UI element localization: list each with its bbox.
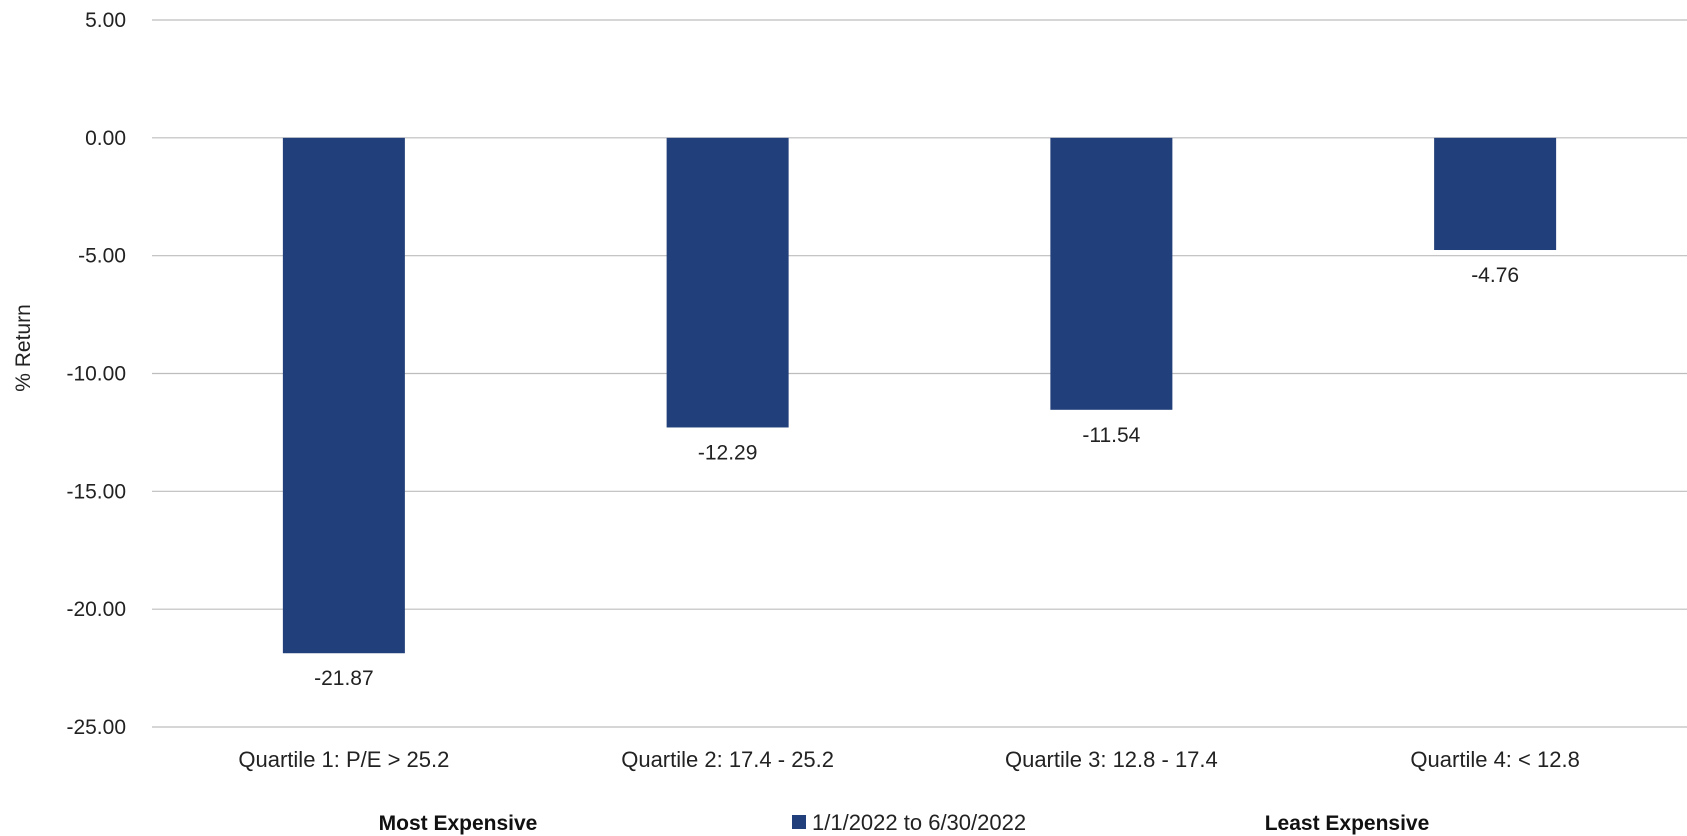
y-tick-label: -10.00 — [66, 363, 126, 386]
data-labels: -21.87 -12.29 -11.54 -4.76 — [314, 264, 1519, 690]
data-label: -4.76 — [1471, 264, 1519, 287]
least-expensive-label: Least Expensive — [1265, 812, 1430, 835]
x-category-label: Quartile 3: 12.8 - 17.4 — [1005, 747, 1218, 772]
gridlines — [152, 19, 1687, 728]
legend: 1/1/2022 to 6/30/2022 — [792, 810, 1026, 835]
legend-label: 1/1/2022 to 6/30/2022 — [812, 810, 1026, 835]
y-axis-ticks: 5.00 0.00 -5.00 -10.00 -15.00 -20.00 -25.00 — [66, 9, 126, 739]
y-tick-label: -15.00 — [66, 480, 126, 503]
bar — [1434, 137, 1557, 251]
bars — [282, 137, 1557, 654]
bar — [1050, 137, 1173, 410]
legend-swatch — [792, 815, 806, 829]
most-expensive-label: Most Expensive — [379, 812, 538, 835]
bar — [282, 137, 405, 654]
x-axis-categories: Quartile 1: P/E > 25.2 Quartile 2: 17.4 -… — [238, 747, 1579, 772]
x-category-label: Quartile 4: < 12.8 — [1410, 747, 1579, 772]
y-tick-label: -5.00 — [78, 245, 126, 268]
y-tick-label: -25.00 — [66, 716, 126, 739]
y-axis-title: % Return — [12, 304, 35, 392]
data-label: -12.29 — [698, 441, 758, 464]
bar — [666, 137, 789, 428]
y-tick-label: -20.00 — [66, 598, 126, 621]
x-category-label: Quartile 2: 17.4 - 25.2 — [621, 747, 834, 772]
y-tick-label: 5.00 — [85, 9, 126, 32]
y-tick-label: 0.00 — [85, 127, 126, 150]
data-label: -11.54 — [1082, 424, 1140, 447]
x-category-label: Quartile 1: P/E > 25.2 — [238, 747, 449, 772]
data-label: -21.87 — [314, 667, 374, 690]
